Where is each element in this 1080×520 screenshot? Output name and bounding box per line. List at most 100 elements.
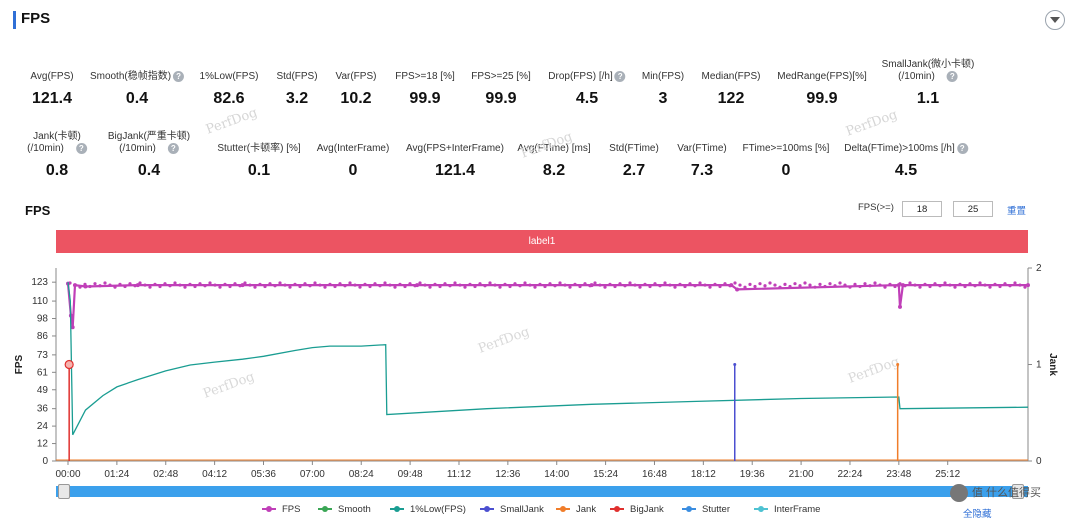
fps-marker bbox=[938, 284, 942, 288]
stat-value: 122 bbox=[717, 90, 745, 107]
fps-marker bbox=[863, 282, 867, 286]
fps-marker bbox=[308, 284, 312, 288]
fps-marker bbox=[433, 282, 437, 286]
y-tick-label: 49 bbox=[37, 385, 49, 396]
help-icon[interactable]: ? bbox=[75, 143, 87, 154]
fps-marker bbox=[183, 285, 187, 289]
fps-marker bbox=[733, 281, 737, 285]
help-icon[interactable]: ? bbox=[946, 71, 958, 82]
y-tick-label: 86 bbox=[37, 331, 49, 342]
stat-label-unit: (/10min)? bbox=[27, 143, 87, 155]
fps-marker bbox=[873, 281, 877, 285]
stat-20: FTime>=100ms [%] 0 bbox=[743, 143, 830, 180]
fps-marker bbox=[368, 284, 372, 289]
event-marker-jank bbox=[896, 363, 900, 366]
fps-marker bbox=[858, 284, 862, 289]
site-watermark-text: 值 什么值得买 bbox=[972, 487, 1042, 499]
y-tick-label: 36 bbox=[37, 404, 49, 415]
legend-label: SmallJank bbox=[500, 504, 544, 515]
fps-marker bbox=[333, 284, 337, 289]
stat-value: 121.4 bbox=[31, 90, 73, 107]
chevron-down-icon[interactable] bbox=[1045, 10, 1065, 30]
fps-marker bbox=[848, 285, 852, 289]
bigjank-marker bbox=[64, 359, 74, 370]
legend-item-jank[interactable]: Jank bbox=[556, 504, 596, 515]
x-tick-label: 05:36 bbox=[251, 469, 276, 480]
stat-label: Std(FTime) bbox=[609, 143, 659, 154]
fps-marker bbox=[998, 284, 1002, 289]
y-tick-label: 0 bbox=[42, 456, 48, 467]
fps-threshold-input-2[interactable] bbox=[953, 201, 993, 217]
stat-value: 8.2 bbox=[542, 162, 566, 179]
stat-label: Jank(卡顿) bbox=[33, 131, 81, 142]
y-axis-title: FPS bbox=[14, 354, 25, 374]
reset-button[interactable]: 重置 bbox=[1007, 206, 1027, 217]
stat-4: Var(FPS) 10.2 bbox=[336, 71, 377, 108]
stat-label: Delta(FTime)>100ms [/h]? bbox=[844, 143, 968, 155]
fps-marker bbox=[108, 283, 112, 287]
legend-item-interframe[interactable]: InterFrame bbox=[754, 504, 820, 515]
fps-marker bbox=[628, 281, 632, 285]
label-band[interactable]: label1 bbox=[56, 230, 1028, 253]
stat-18: Std(FTime) 2.7 bbox=[609, 143, 659, 180]
fps-marker bbox=[688, 282, 692, 286]
stat-12: Jank(卡顿) (/10min)? 0.8 bbox=[27, 131, 87, 180]
legend-swatch bbox=[682, 506, 696, 513]
fps-marker bbox=[168, 284, 172, 288]
fps-marker bbox=[468, 282, 472, 286]
fps-marker bbox=[673, 285, 677, 289]
fps-marker bbox=[438, 284, 442, 289]
help-icon[interactable]: ? bbox=[614, 71, 626, 82]
fps-marker bbox=[963, 284, 967, 289]
stat-label: FPS>=18 [%] bbox=[395, 71, 455, 82]
fps-marker bbox=[988, 285, 992, 289]
stat-value: 3 bbox=[658, 90, 668, 107]
legend-item-bigjank[interactable]: BigJank bbox=[610, 504, 664, 515]
fps-marker bbox=[978, 281, 982, 285]
fps-marker bbox=[298, 284, 302, 289]
fps-marker bbox=[983, 283, 987, 287]
fps-marker bbox=[583, 282, 587, 286]
stat-value: 99.9 bbox=[409, 90, 441, 107]
fps-marker bbox=[933, 282, 937, 286]
fps-marker bbox=[423, 283, 427, 287]
fps-marker bbox=[248, 283, 252, 287]
fps-marker bbox=[918, 285, 922, 289]
fps-threshold-input-1[interactable] bbox=[902, 201, 942, 217]
legend-item-smooth[interactable]: Smooth bbox=[318, 504, 371, 515]
fps-marker bbox=[868, 284, 872, 288]
fps-marker bbox=[243, 281, 247, 285]
scrollbar-handle-left[interactable] bbox=[58, 484, 70, 499]
y-tick-label: 12 bbox=[37, 439, 49, 450]
stat-value: 0.1 bbox=[247, 162, 271, 179]
scrollbar-handle-right[interactable] bbox=[1012, 484, 1024, 499]
y-tick-label: 73 bbox=[37, 350, 49, 361]
fps-marker bbox=[663, 281, 667, 285]
stat-3: Std(FPS) 3.2 bbox=[276, 71, 317, 108]
fps-marker bbox=[693, 284, 697, 288]
fps-marker bbox=[218, 285, 222, 289]
legend-label: InterFrame bbox=[774, 504, 821, 515]
legend-item-smalljank[interactable]: SmallJank bbox=[480, 504, 544, 515]
x-tick-label: 07:00 bbox=[300, 469, 325, 480]
fps-marker bbox=[648, 284, 652, 289]
legend-swatch bbox=[610, 506, 624, 513]
help-icon[interactable]: ? bbox=[956, 143, 968, 154]
fps-marker bbox=[958, 282, 962, 286]
fps-marker bbox=[528, 283, 532, 287]
fps-marker bbox=[833, 284, 837, 288]
y2-axis-title: Jank bbox=[1047, 353, 1058, 376]
timeline-scrollbar[interactable] bbox=[56, 486, 1028, 497]
legend-item-fps[interactable]: FPS bbox=[262, 504, 300, 515]
fps-marker bbox=[133, 284, 137, 288]
stat-6: FPS>=25 [%] 99.9 bbox=[471, 71, 530, 108]
stat-value: 2.7 bbox=[622, 162, 646, 179]
legend-item-1-low-fps-[interactable]: 1%Low(FPS) bbox=[390, 504, 466, 515]
y-tick-label: 61 bbox=[37, 367, 49, 378]
legend-item-stutter[interactable]: Stutter bbox=[682, 504, 730, 515]
help-icon[interactable]: ? bbox=[167, 143, 179, 154]
fps-point bbox=[83, 284, 88, 289]
hide-all-button[interactable]: 全隐藏 bbox=[963, 509, 992, 520]
help-icon[interactable]: ? bbox=[173, 71, 185, 82]
